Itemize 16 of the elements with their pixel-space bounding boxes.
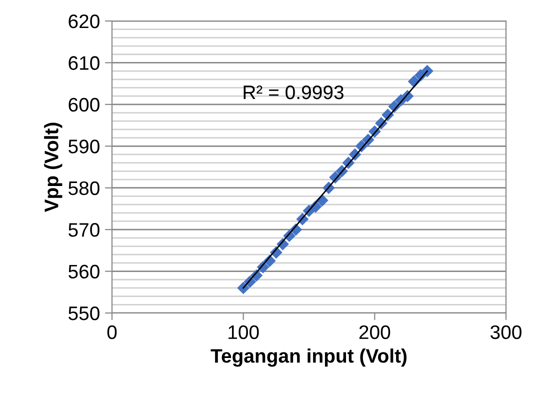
- annotation: R² = 0.9993: [244, 85, 344, 100]
- x-tick-label: 0: [107, 325, 117, 340]
- y-tick-label: 580: [68, 181, 100, 196]
- point: [237, 282, 250, 294]
- x-tick-label: 300: [490, 325, 522, 340]
- y-axis-title: Vpp (Volt): [44, 122, 62, 212]
- y-tick-label: 620: [68, 14, 100, 28]
- x-axis-title: Tegangan input (Volt): [210, 348, 407, 367]
- y-tick-label: 560: [68, 264, 100, 279]
- x-tick-label: 100: [228, 325, 259, 340]
- y-tick-label: 570: [68, 223, 100, 237]
- y-tick-label: 600: [68, 98, 100, 112]
- y-tick-label: 590: [68, 140, 100, 154]
- x-tick-label: 200: [359, 325, 390, 340]
- y-tick-label: 610: [68, 56, 100, 70]
- y-tick-label: 550: [68, 306, 100, 320]
